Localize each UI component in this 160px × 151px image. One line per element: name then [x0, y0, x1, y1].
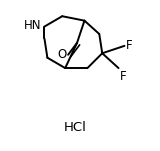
Text: HN: HN [24, 19, 41, 32]
Text: F: F [120, 70, 127, 83]
Text: HCl: HCl [64, 121, 87, 134]
Text: O: O [57, 48, 67, 61]
Text: F: F [126, 39, 133, 52]
